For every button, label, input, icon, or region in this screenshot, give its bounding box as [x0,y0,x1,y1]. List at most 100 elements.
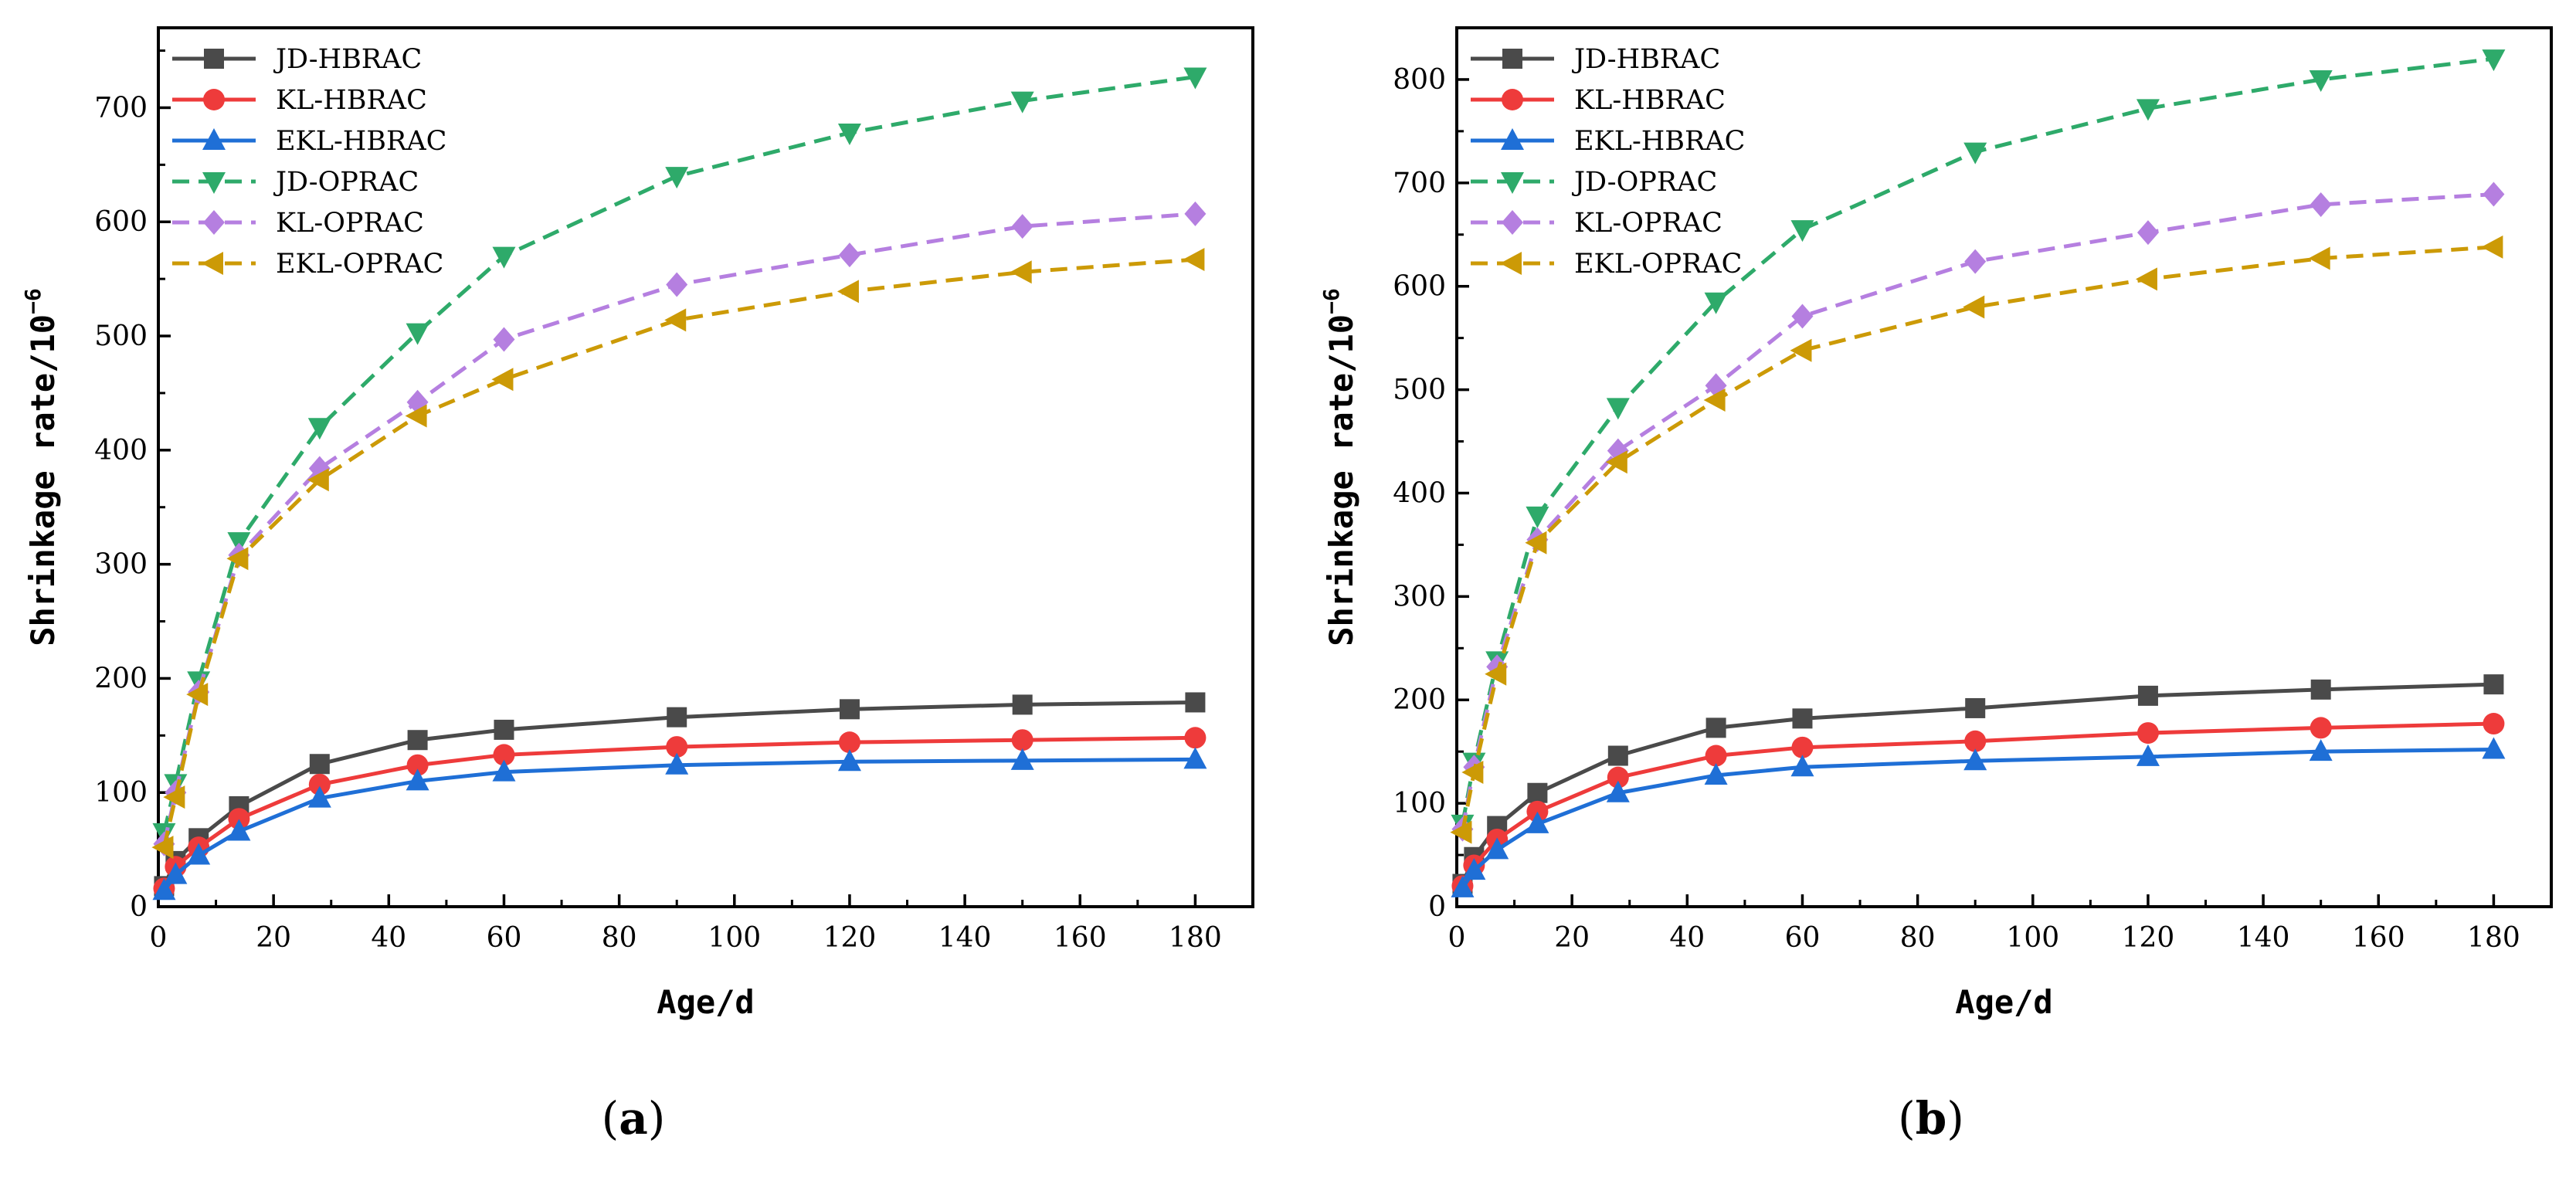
legend-marker [1500,252,1522,275]
legend-item: EKL-HBRAC [1471,126,1745,157]
y-tick-label: 400 [1393,477,1446,509]
legend-marker [202,128,226,150]
legend-label: EKL-OPRAC [1574,249,1742,280]
data-point [2310,192,2332,217]
data-point [1705,745,1727,767]
data-point [837,123,861,145]
series-ekl-oprac [1450,235,2503,844]
data-point [1526,506,1549,528]
x-tick-label: 60 [487,922,522,954]
y-tick-label: 400 [94,435,148,466]
y-tick-label: 700 [94,92,148,124]
x-tick-label: 80 [1900,922,1936,954]
panel-label: (b) [1898,1092,1964,1145]
data-point [1450,820,1472,844]
y-tick-label: 200 [1393,684,1446,716]
x-tick-label: 180 [1169,922,1222,954]
data-point [494,719,514,740]
data-point [1705,373,1727,399]
data-point [1451,875,1475,897]
legend-item: JD-HBRAC [1471,44,1720,75]
data-point [228,808,250,830]
data-point [1703,388,1726,412]
series-line [162,75,1196,833]
y-tick-label: 0 [1428,891,1446,923]
data-point [226,547,249,571]
plot-frame [1455,26,2553,908]
legend: JD-HBRAC KL-HBRAC EKL-HBRAC JD-OPRAC KL-OPRA… [172,44,446,280]
legend-marker [202,252,223,275]
data-point [667,707,687,728]
y-tick-label: 500 [94,321,148,352]
legend-label: KL-HBRAC [276,85,427,116]
legend-label: JD-OPRAC [273,167,419,198]
data-point [164,862,188,884]
data-point [2136,220,2159,246]
data-point [1485,837,1509,860]
x-tick-label: 120 [823,922,877,954]
x-tick-label: 20 [1554,922,1590,954]
plot-frame [157,26,1254,908]
data-point [1184,201,1207,226]
legend-label: KL-OPRAC [1574,208,1722,239]
legend-item: JD-OPRAC [1471,167,1717,198]
data-point [1606,398,1630,420]
x-tick-label: 40 [371,922,406,954]
data-point [1963,142,1987,165]
y-axis-title-exponent: −6 [20,288,46,314]
x-tick-label: 100 [708,922,761,954]
legend-label: EKL-HBRAC [1574,126,1745,157]
y-tick-label: 300 [1393,581,1446,612]
legend-item: JD-OPRAC [172,167,419,198]
data-point [1606,780,1630,802]
data-point [838,243,860,268]
data-point [665,752,689,775]
data-point [227,819,251,841]
data-point [2483,713,2505,735]
data-point [1607,766,1629,789]
data-point [2136,99,2160,121]
data-point [1963,748,1987,771]
data-point [1010,91,1034,114]
data-point [1705,717,1726,738]
data-point [1704,292,1728,314]
data-point [2309,70,2333,92]
data-point [309,754,330,775]
data-point [491,368,514,392]
legend-label: JD-OPRAC [1572,167,1717,198]
data-point [666,272,688,297]
y-axis-title-main: Shrinkage rate/10 [24,314,62,646]
legend-item: KL-HBRAC [1471,85,1726,116]
data-point [1964,249,1987,274]
data-point [307,785,331,808]
x-tick-label: 0 [1448,922,1466,954]
chart-panel-a: 0 20 40 60 80 100 120 140 160 180 0 100 200 300 400 500… [20,26,1254,1145]
data-point [2482,737,2506,759]
data-point [186,683,209,707]
data-point [1183,248,1205,272]
y-axis-title-main: Shrinkage rate/10 [1322,314,1360,646]
legend-marker [1501,128,1524,150]
y-tick-label: 500 [1393,375,1446,406]
legend: JD-HBRAC KL-HBRAC EKL-HBRAC JD-OPRAC KL-OPRA… [1471,44,1745,280]
x-tick-label: 180 [2467,922,2520,954]
series-ekl-hbrac [1451,737,2506,897]
data-point [1790,338,1812,362]
legend-label: EKL-OPRAC [276,249,443,280]
data-point [837,749,861,772]
legend-marker [203,210,225,235]
x-tick-label: 140 [2237,922,2290,954]
x-axis-title: Age/d [657,983,754,1021]
legend-item: KL-OPRAC [172,208,424,239]
data-point [1790,755,1814,777]
data-point [1011,729,1033,751]
legend-label: JD-HBRAC [273,44,422,75]
y-tick-label: 600 [1393,271,1446,303]
data-point [2308,246,2330,270]
data-point [665,167,689,189]
legend-marker [204,49,224,69]
data-point [664,308,687,332]
data-point [405,404,427,428]
